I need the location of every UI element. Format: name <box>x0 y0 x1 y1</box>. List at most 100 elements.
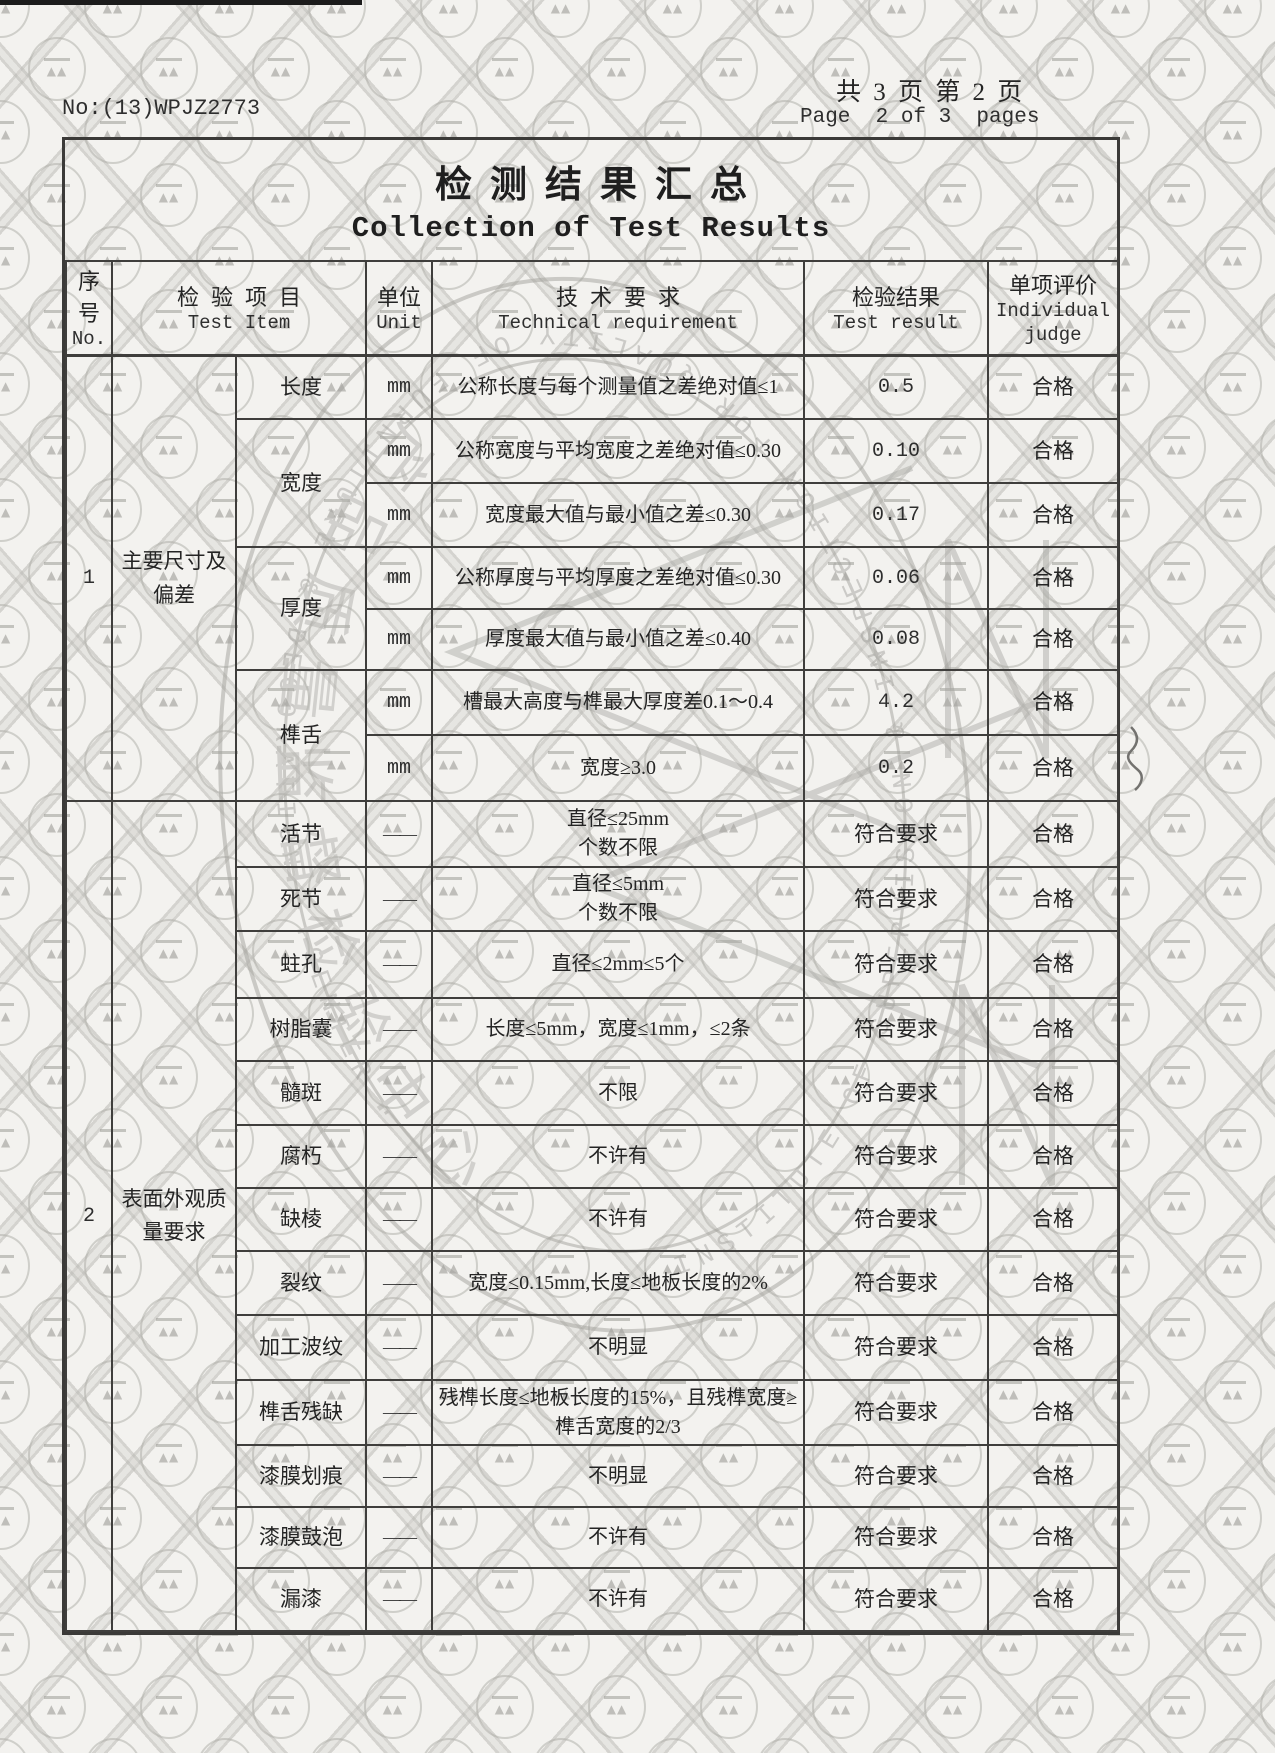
page-title-english: Collection of Test Results <box>351 212 831 245</box>
cell-requirement: 公称宽度与平均宽度之差绝对值≤0.30 <box>431 418 806 485</box>
scales-medallion-icon: ▲▲ <box>1148 415 1206 479</box>
cell-judge: 合格 <box>987 608 1120 672</box>
table-row: 榫舌 mm 槽最大高度与榫最大厚度差0.1～0.4 4.2 合格 <box>66 669 1120 803</box>
cell-section-name: 表面外观质量要求 <box>111 800 237 1633</box>
cell-judge: 合格 <box>987 482 1120 549</box>
table-row: 宽度 mm 公称宽度与平均宽度之差绝对值≤0.30 0.10 合格 <box>66 418 1120 549</box>
scales-medallion-icon: ▲▲ <box>1148 1171 1206 1235</box>
scales-medallion-icon: ▲▲ <box>1204 1612 1262 1676</box>
cell-unit: —— <box>365 1506 434 1570</box>
cell-item: 厚度 <box>234 546 368 672</box>
cell-unit: —— <box>365 1124 434 1190</box>
cell-requirement: 不限 <box>431 1060 806 1127</box>
cell-item: 腐朽 <box>234 1124 368 1190</box>
table-row: 髓斑 —— 不限 符合要求 合格 <box>66 1060 1120 1127</box>
cell-section-no: 2 <box>65 800 113 1633</box>
scales-medallion-icon: ▲▲ <box>1204 226 1262 290</box>
scales-medallion-icon: ▲▲ <box>476 1675 534 1739</box>
cell-judge: 合格 <box>987 418 1120 485</box>
cell-result: 符合要求 <box>803 1506 990 1570</box>
cell-unit: —— <box>365 930 434 1000</box>
cell-unit: —— <box>365 1060 434 1127</box>
cell-result: 0.08 <box>803 608 990 672</box>
scales-medallion-icon: ▲▲ <box>1148 289 1206 353</box>
scales-medallion-icon: ▲▲ <box>252 37 310 101</box>
cell-requirement: 宽度≤0.15mm,长度≤地板长度的2% <box>431 1250 806 1317</box>
table-row: 腐朽 —— 不许有 符合要求 合格 <box>66 1124 1120 1190</box>
scales-medallion-icon: ▲▲ <box>364 1675 422 1739</box>
header-unit-cn: 单位 <box>377 285 422 310</box>
scales-medallion-icon: ▲▲ <box>1036 163 1094 227</box>
cell-result: 符合要求 <box>803 997 990 1063</box>
cell-requirement: 不明显 <box>431 1314 806 1382</box>
table-row: 裂纹 —— 宽度≤0.15mm,长度≤地板长度的2% 符合要求 合格 <box>66 1250 1120 1317</box>
table-row: 加工波纹 —— 不明显 符合要求 合格 <box>66 1314 1120 1382</box>
cell-unit: mm <box>365 734 434 803</box>
table-header-row: 序号 No. 检验项目 Test Item 单位 Unit 技术要求 Techn… <box>65 259 1120 357</box>
scales-medallion-icon: ▲▲ <box>252 1675 310 1739</box>
table-row: 死节 —— 直径≤5mm 个数不限 符合要求 合格 <box>66 866 1120 933</box>
cell-item: 漆膜鼓泡 <box>234 1506 368 1570</box>
scales-medallion-icon: ▲▲ <box>1204 856 1262 920</box>
scales-medallion-icon: ▲▲ <box>812 1675 870 1739</box>
cell-requirement: 公称厚度与平均厚度之差绝对值≤0.30 <box>431 546 806 611</box>
scales-medallion-icon: ▲▲ <box>1204 1360 1262 1424</box>
scales-medallion-icon: ▲▲ <box>700 1675 758 1739</box>
scales-medallion-icon: ▲▲ <box>1148 1549 1206 1613</box>
scales-medallion-icon: ▲▲ <box>140 163 198 227</box>
cell-unit: —— <box>365 1379 434 1447</box>
cell-unit: —— <box>365 1444 434 1509</box>
cell-judge: 合格 <box>987 354 1120 421</box>
cell-item: 漆膜划痕 <box>234 1444 368 1509</box>
cell-item: 榫舌残缺 <box>234 1379 368 1447</box>
header-unit: 单位 Unit <box>365 259 434 357</box>
scales-medallion-icon: ▲▲ <box>1204 100 1262 164</box>
cell-unit: mm <box>365 418 434 485</box>
cell-item: 长度 <box>234 354 368 421</box>
cell-result: 符合要求 <box>803 1060 990 1127</box>
cell-unit: —— <box>365 997 434 1063</box>
header-result: 检验结果 Test result <box>803 259 990 357</box>
cell-judge: 合格 <box>987 1250 1120 1317</box>
cell-unit: mm <box>365 482 434 549</box>
scales-medallion-icon: ▲▲ <box>1204 1108 1262 1172</box>
header-judge-en: Individual judge <box>996 300 1111 346</box>
scales-medallion-icon: ▲▲ <box>140 37 198 101</box>
cell-result: 0.17 <box>803 482 990 549</box>
scales-medallion-icon: ▲▲ <box>1148 37 1206 101</box>
cell-requirement: 公称长度与每个测量值之差绝对值≤1 <box>431 354 806 421</box>
scales-medallion-icon: ▲▲ <box>1204 1234 1262 1298</box>
header-no: 序号 No. <box>65 259 113 357</box>
table-row: 漏漆 —— 不许有 符合要求 合格 <box>66 1567 1120 1633</box>
cell-unit: —— <box>365 1314 434 1382</box>
cell-requirement: 直径≤5mm 个数不限 <box>431 866 806 933</box>
scales-medallion-icon: ▲▲ <box>1092 1612 1150 1676</box>
title-block: 检测结果汇总 Collection of Test Results <box>65 140 1117 260</box>
scales-medallion-icon: ▲▲ <box>28 289 86 353</box>
header-no-en: No. <box>71 328 107 350</box>
cell-unit: —— <box>365 1250 434 1317</box>
cell-judge: 合格 <box>987 866 1120 933</box>
scales-medallion-icon: ▲▲ <box>924 163 982 227</box>
pen-mark <box>1126 726 1143 791</box>
table-row: 2 表面外观质量要求 活节 —— 直径≤25mm 个数不限 符合要求 合格 <box>65 800 1120 1633</box>
table-row: mm 宽度≥3.0 0.2 合格 <box>66 734 1120 803</box>
cell-result: 符合要求 <box>803 1187 990 1253</box>
cell-item: 裂纹 <box>234 1250 368 1317</box>
cell-item: 榫舌 <box>234 669 368 803</box>
scales-medallion-icon: ▲▲ <box>364 37 422 101</box>
table-row: 厚度 mm 公称厚度与平均厚度之差绝对值≤0.30 0.06 合格 <box>66 546 1120 672</box>
cell-result: 0.2 <box>803 734 990 803</box>
cell-result: 符合要求 <box>803 1444 990 1509</box>
cell-result: 符合要求 <box>803 1124 990 1190</box>
cell-unit: mm <box>365 354 434 421</box>
scales-medallion-icon: ▲▲ <box>1204 730 1262 794</box>
cell-requirement: 不许有 <box>431 1567 806 1633</box>
cell-item: 活节 <box>234 800 368 869</box>
scales-medallion-icon: ▲▲ <box>812 163 870 227</box>
cell-judge: 合格 <box>987 1187 1120 1253</box>
page-title: 检测结果汇总 <box>435 165 765 206</box>
cell-requirement: 直径≤2mm≤5个 <box>431 930 806 1000</box>
cell-unit: —— <box>365 1567 434 1633</box>
scales-medallion-icon: ▲▲ <box>1148 541 1206 605</box>
